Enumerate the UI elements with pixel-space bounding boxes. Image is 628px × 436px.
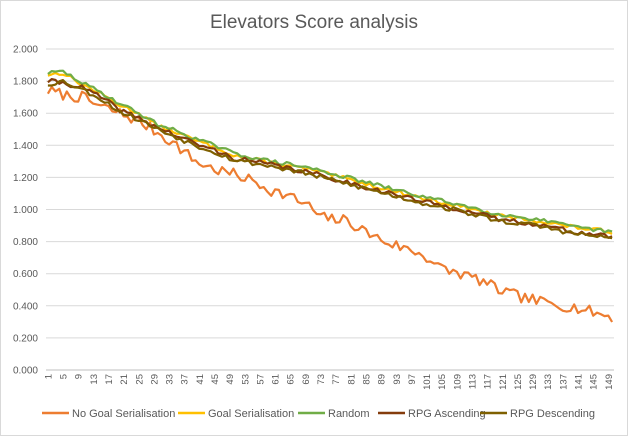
- x-tick-label: 53: [240, 374, 251, 385]
- x-tick-label: 105: [437, 374, 448, 390]
- x-tick-label: 93: [392, 374, 403, 385]
- y-tick-label: 0.400: [13, 301, 38, 312]
- y-tick-label: 0.200: [13, 333, 38, 344]
- x-tick-label: 77: [331, 374, 342, 385]
- x-tick-label: 61: [271, 374, 282, 385]
- x-tick-label: 45: [210, 374, 221, 385]
- x-tick-label: 145: [589, 374, 600, 390]
- x-tick-label: 1: [43, 374, 54, 379]
- x-tick-label: 89: [377, 374, 388, 385]
- y-tick-label: 0.800: [13, 237, 38, 248]
- x-tick-label: 21: [119, 374, 130, 385]
- x-tick-label: 101: [422, 374, 433, 390]
- y-tick-label: 1.000: [13, 205, 38, 216]
- x-tick-label: 69: [301, 374, 312, 385]
- x-tick-label: 29: [149, 374, 160, 385]
- series-lines: [46, 69, 614, 323]
- x-tick-label: 33: [165, 374, 176, 385]
- x-tick-label: 97: [407, 374, 418, 385]
- legend-item: RPG Descending: [480, 408, 595, 420]
- x-tick-label: 141: [574, 374, 585, 390]
- x-tick-label: 41: [195, 374, 206, 385]
- legend-label: RPG Ascending: [408, 408, 486, 420]
- legend: No Goal Serialisation Goal Serialisation R…: [42, 408, 595, 420]
- y-tick-label: 0.600: [13, 269, 38, 280]
- x-tick-label: 49: [225, 374, 236, 385]
- series-line-random: [47, 69, 613, 234]
- legend-item: Goal Serialisation: [178, 408, 294, 420]
- x-tick-label: 13: [89, 374, 100, 385]
- y-tick-label: 1.800: [13, 77, 38, 88]
- x-tick-label: 117: [483, 374, 494, 389]
- x-tick-label: 73: [316, 374, 327, 385]
- x-tick-label: 17: [104, 374, 115, 385]
- legend-label: RPG Descending: [510, 408, 595, 420]
- x-tick-label: 57: [255, 374, 266, 385]
- x-tick-label: 81: [346, 374, 357, 385]
- y-axis: 0.000 0.200 0.400 0.600 0.800 1.000 1.200 1.400…: [13, 45, 38, 377]
- series-line-no-goal-serialisation: [46, 85, 614, 323]
- series-line-rpg-ascending: [47, 77, 613, 239]
- x-tick-label: 25: [134, 374, 145, 385]
- y-tick-label: 0.000: [13, 366, 38, 377]
- chart-title: Elevators Score analysis: [209, 12, 419, 33]
- x-tick-label: 85: [361, 374, 372, 385]
- x-tick-label: 121: [498, 374, 509, 390]
- legend-item: RPG Ascending: [378, 408, 486, 420]
- gridlines: [46, 48, 614, 371]
- legend-item: Random: [298, 408, 370, 420]
- x-tick-label: 113: [468, 374, 479, 389]
- x-tick-label: 149: [604, 374, 615, 390]
- x-tick-label: 9: [74, 374, 85, 379]
- x-tick-label: 125: [513, 374, 524, 390]
- y-tick-label: 1.600: [13, 109, 38, 120]
- legend-item: No Goal Serialisation: [42, 408, 175, 420]
- legend-label: No Goal Serialisation: [72, 408, 175, 420]
- x-tick-label: 133: [543, 374, 554, 390]
- x-axis: 1 5 9 13 17 21 25 29 33 37 41 45 49 53 57 61 65 69 73 77 81 8…: [43, 369, 615, 390]
- y-tick-label: 1.200: [13, 173, 38, 184]
- y-tick-label: 2.000: [13, 45, 38, 56]
- y-tick-label: 1.400: [13, 141, 38, 152]
- x-tick-label: 109: [452, 374, 463, 390]
- series-line-rpg-descending: [47, 78, 613, 240]
- x-tick-label: 129: [528, 374, 539, 390]
- x-tick-label: 65: [286, 374, 297, 385]
- legend-label: Goal Serialisation: [208, 408, 294, 420]
- legend-label: Random: [328, 408, 370, 420]
- x-tick-label: 5: [59, 374, 70, 379]
- x-tick-label: 137: [558, 374, 569, 390]
- x-tick-label: 37: [180, 374, 191, 385]
